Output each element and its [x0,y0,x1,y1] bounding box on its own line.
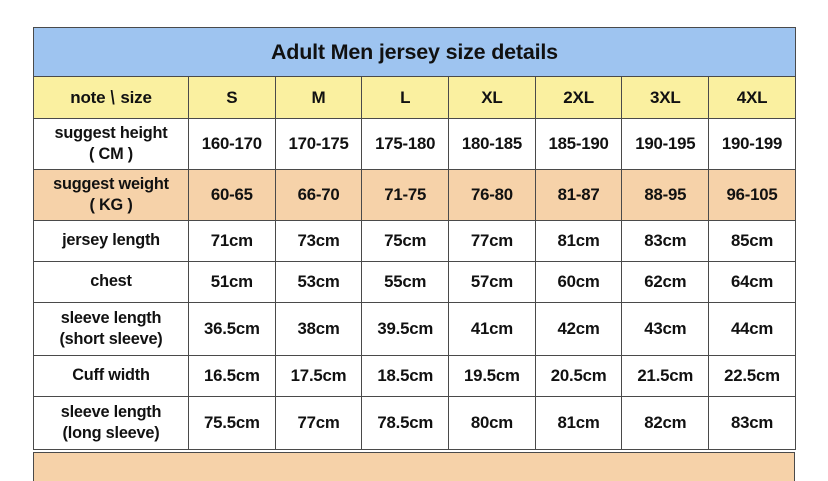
cell-value: 83cm [708,396,796,450]
table-title-row: Adult Men jersey size details [33,27,796,77]
table-row: suggest weight ( KG ) 60-65 66-70 71-75 … [33,169,796,221]
cell-value: 20.5cm [534,355,623,397]
cell-value: 73cm [274,220,363,262]
cell-value-highlighted: 60cm [534,261,623,303]
row-label-line1: chest [90,272,132,291]
cell-value-highlighted: 81cm [534,220,623,262]
cell-value: 16.5cm [188,355,276,397]
column-header-m: M [274,76,363,119]
row-label-suggest-weight: suggest weight ( KG ) [33,169,189,221]
cell-value-highlighted: 64cm [708,261,796,303]
cell-value: 22.5cm [708,355,796,397]
row-label-suggest-height: suggest height ( CM ) [33,118,189,170]
cell-value: 77cm [274,396,363,450]
table-row: sleeve length (short sleeve) 36.5cm 38cm… [33,302,796,356]
row-label-line2: (short sleeve) [59,330,163,348]
cell-value: 81-87 [534,169,623,221]
cell-value: 77cm [448,220,536,262]
size-chart-table: Adult Men jersey size details note \ size … [33,27,796,450]
cell-value: 19.5cm [448,355,536,397]
table-header-row: note \ size S M L XL 2XL 3XL 4XL [33,76,796,119]
table-title: Adult Men jersey size details [33,27,796,77]
cell-value: 66-70 [274,169,363,221]
row-label-line1: Cuff width [72,366,150,385]
cell-value-highlighted: 62cm [621,261,710,303]
table-row: Cuff width 16.5cm 17.5cm 18.5cm 19.5cm 2… [33,355,796,397]
cell-value: 185-190 [534,118,623,170]
cell-value-highlighted: 85cm [708,220,796,262]
column-header-2xl: 2XL [534,76,623,119]
cell-value: 43cm [621,302,710,356]
row-label-line2: ( CM ) [88,145,133,163]
cell-value: 190-199 [708,118,796,170]
column-header-xl: XL [448,76,536,119]
cell-value: 57cm [448,261,536,303]
cell-value: 21.5cm [621,355,710,397]
corner-label-note: note [70,87,106,107]
cell-value: 88-95 [621,169,710,221]
row-label-line1: sleeve length [60,308,162,327]
cell-value: 81cm [534,396,623,450]
cell-value: 170-175 [274,118,363,170]
cell-value: 53cm [274,261,363,303]
cell-value: 42cm [534,302,623,356]
table-row: sleeve length (long sleeve) 75.5cm 77cm … [33,396,796,450]
cell-value: 75cm [361,220,450,262]
cell-value: 71cm [188,220,276,262]
row-label-line1: suggest height [54,123,168,142]
column-header-3xl: 3XL [621,76,710,119]
cell-value: 39.5cm [361,302,450,356]
table-row: suggest height ( CM ) 160-170 170-175 17… [33,118,796,170]
row-label-cuff-width: Cuff width [33,355,189,397]
cell-value: 60-65 [188,169,276,221]
cell-value: 175-180 [361,118,450,170]
cell-value: 51cm [188,261,276,303]
cell-value: 160-170 [188,118,276,170]
row-label-line1: sleeve length [60,402,162,421]
column-header-l: L [361,76,450,119]
cell-value: 36.5cm [188,302,276,356]
table-bottom-strip [33,452,795,481]
cell-value: 96-105 [708,169,796,221]
row-label-line2: ( KG ) [89,196,133,214]
cell-value: 55cm [361,261,450,303]
column-header-s: S [188,76,276,119]
cell-value-highlighted: 83cm [621,220,710,262]
row-label-sleeve-length-long: sleeve length (long sleeve) [33,396,189,450]
row-label-jersey-length: jersey length [33,220,189,262]
row-label-line1: suggest weight [53,174,169,193]
cell-value: 190-195 [621,118,710,170]
row-label-line2: (long sleeve) [62,424,160,442]
diagonal-slash-icon: \ [110,87,115,109]
cell-value: 180-185 [448,118,536,170]
cell-value: 18.5cm [361,355,450,397]
row-label-line1: jersey length [62,231,160,250]
column-header-4xl: 4XL [708,76,796,119]
cell-value: 80cm [448,396,536,450]
cell-value: 78.5cm [361,396,450,450]
cell-value: 44cm [708,302,796,356]
table-row: chest 51cm 53cm 55cm 57cm 60cm 62cm 64cm [33,261,796,303]
cell-value: 38cm [274,302,363,356]
cell-value: 17.5cm [274,355,363,397]
corner-note-size-label: note \ size [33,76,189,119]
cell-value: 82cm [621,396,710,450]
cell-value: 71-75 [361,169,450,221]
cell-value: 76-80 [448,169,536,221]
table-row: jersey length 71cm 73cm 75cm 77cm 81cm 8… [33,220,796,262]
cell-value: 75.5cm [188,396,276,450]
row-label-sleeve-length-short: sleeve length (short sleeve) [33,302,189,356]
cell-value: 41cm [448,302,536,356]
corner-label-size: size [120,87,152,107]
row-label-chest: chest [33,261,189,303]
